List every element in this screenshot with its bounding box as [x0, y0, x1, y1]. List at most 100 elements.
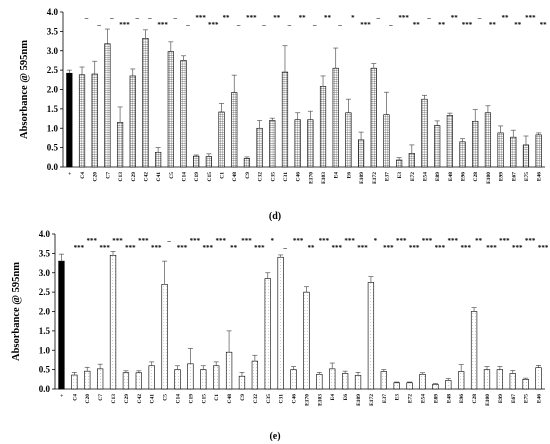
bar [522, 379, 529, 390]
y-tick-label: 1.0 [39, 345, 51, 355]
bar [205, 156, 212, 168]
significance-label: *** [195, 14, 206, 22]
bar [78, 74, 86, 168]
y-tick-label: 4.0 [47, 7, 59, 17]
bar [281, 71, 289, 168]
bar [307, 119, 314, 168]
significance-label: *** [422, 237, 433, 245]
significance-label: *** [241, 237, 252, 245]
significance-label: – [337, 21, 342, 29]
significance-label: – [134, 14, 139, 22]
category-label: C4 [80, 172, 86, 179]
category-label: E75 [524, 172, 530, 181]
category-label: E103 [321, 172, 327, 184]
category-label: E99 [498, 394, 504, 403]
category-label: E170 [308, 172, 314, 184]
category-label: C15 [201, 394, 207, 404]
significance-label: *** [398, 14, 409, 22]
bar [129, 75, 136, 168]
category-label: C48 [227, 394, 233, 404]
category-label: E89 [435, 172, 441, 181]
y-tick-label: 1.5 [39, 326, 51, 336]
significance-label: – [261, 21, 266, 29]
category-label: C32 [258, 172, 264, 182]
bar [264, 278, 271, 390]
category-label: E89 [433, 394, 439, 403]
bar [357, 139, 365, 168]
category-label: C7 [98, 394, 104, 401]
category-label: C5 [163, 394, 169, 401]
category-label: E170 [304, 394, 310, 406]
category-label: C7 [105, 172, 111, 179]
category-label: E96 [461, 172, 467, 181]
bar [535, 367, 542, 390]
bar [408, 153, 415, 168]
bar [66, 72, 73, 168]
bar [243, 158, 251, 168]
bar [180, 60, 187, 168]
category-label: C20 [93, 172, 99, 182]
category-label: C1 [214, 394, 220, 401]
significance-label: *** [499, 237, 510, 245]
significance-label: – [96, 21, 101, 29]
bar [459, 141, 466, 168]
significance-label: * [271, 237, 275, 245]
significance-label: *** [203, 244, 214, 252]
bar [496, 369, 504, 390]
category-label: C31 [283, 172, 289, 182]
category-label: C15 [207, 172, 213, 182]
category-label: C13 [111, 394, 117, 404]
bar [91, 73, 98, 168]
category-label: E48 [448, 172, 454, 181]
bar [122, 372, 130, 390]
significance-label: *** [462, 21, 473, 29]
bar [396, 159, 403, 168]
significance-label: – [173, 14, 178, 22]
significance-label: *** [138, 237, 149, 245]
significance-label: *** [119, 21, 130, 29]
significance-label: – [236, 21, 241, 29]
significance-label: *** [74, 244, 85, 252]
y-tick-label: 2.5 [47, 65, 59, 75]
significance-label: * [351, 14, 355, 22]
bar [104, 43, 111, 168]
category-label: C4 [72, 394, 78, 401]
category-label: C20 [85, 394, 91, 404]
bar [345, 112, 352, 168]
bar [303, 291, 310, 390]
y-axis-label: Absorbance @ 595nm [19, 40, 30, 139]
significance-label: ** [489, 21, 497, 29]
bar [445, 380, 452, 390]
category-label: + [67, 172, 73, 175]
significance-label: *** [246, 14, 257, 22]
bar [341, 373, 349, 390]
bar [193, 155, 200, 168]
bar [316, 373, 323, 390]
bar [231, 92, 238, 168]
category-label: C35 [270, 172, 276, 182]
category-label: E3 [395, 394, 401, 401]
category-label: E6 [346, 172, 352, 179]
bar [535, 134, 542, 168]
significance-label: ** [514, 21, 522, 29]
significance-label: *** [215, 237, 226, 245]
category-label: C28 [473, 172, 479, 182]
significance-label: *** [360, 21, 371, 29]
significance-label: *** [344, 237, 355, 245]
bar [421, 98, 428, 168]
category-label: C5 [169, 172, 175, 179]
category-label: E48 [446, 394, 452, 403]
category-label: C29 [124, 394, 130, 404]
significance-label: *** [409, 244, 420, 252]
category-label: C48 [232, 172, 238, 182]
y-tick-label: 2.0 [39, 307, 51, 317]
category-label: E54 [421, 394, 427, 403]
category-label: E37 [382, 394, 388, 403]
significance-label: ** [413, 21, 421, 29]
bar [225, 351, 233, 390]
y-tick-label: 3.0 [39, 268, 51, 278]
bar [277, 256, 284, 390]
significance-label: *** [125, 244, 136, 252]
significance-label: *** [190, 237, 201, 245]
category-label: E4 [330, 394, 336, 401]
